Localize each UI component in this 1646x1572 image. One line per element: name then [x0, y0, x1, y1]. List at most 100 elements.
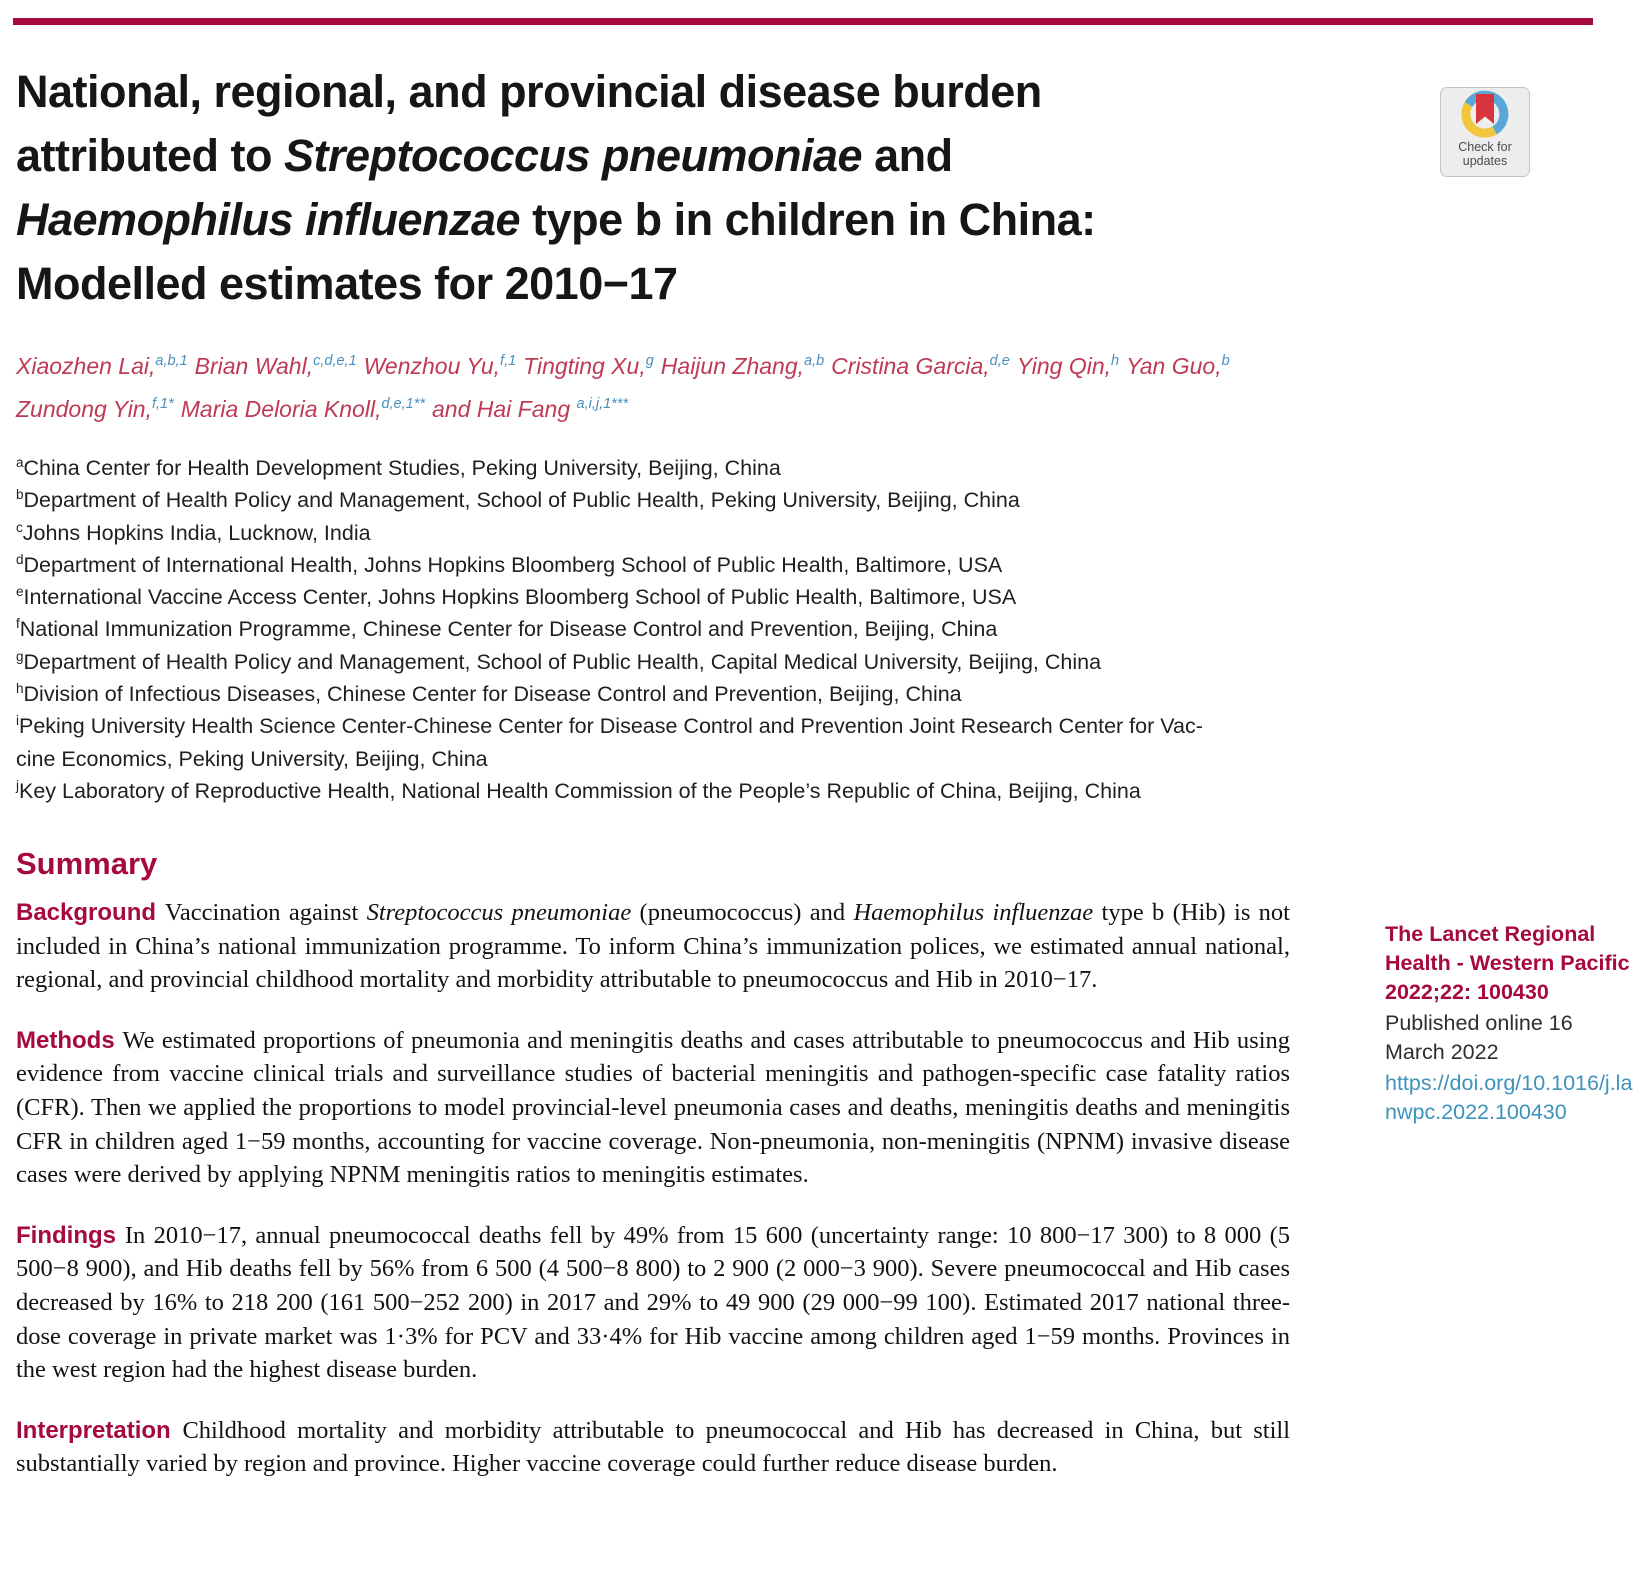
- affiliation-line: aChina Center for Health Development Stu…: [16, 452, 1326, 484]
- text: National, regional, and provincial disea…: [16, 66, 1042, 117]
- affiliation-marker: d: [16, 551, 24, 567]
- text: (pneumococcus) and: [631, 899, 854, 926]
- check-for-updates-icon: [1461, 90, 1509, 138]
- author-name: Xiaozhen Lai,: [16, 353, 156, 379]
- author-name: Yan Guo,: [1126, 353, 1222, 379]
- affiliation-list: aChina Center for Health Development Stu…: [16, 452, 1326, 807]
- text: type b (Hib) is not included in China’s …: [16, 899, 1290, 994]
- affiliation-text: Department of Health Policy and Manageme…: [23, 649, 1102, 674]
- italic-text: Haemophilus influenzae: [853, 899, 1094, 926]
- italic-text: Haemophilus influenzae: [16, 194, 521, 245]
- affiliation-line: dDepartment of International Health, Joh…: [16, 549, 1326, 581]
- paragraph-label: Findings: [16, 1221, 125, 1249]
- author-list: Xiaozhen Lai,a,b,1 Brian Wahl,c,d,e,1 Wenz…: [16, 345, 1316, 431]
- title-line: Haemophilus influenzae type b in childre…: [16, 188, 1226, 252]
- author-superscript: h: [1111, 353, 1120, 370]
- affiliation-line: gDepartment of Health Policy and Managem…: [16, 646, 1326, 678]
- text: type b in children in China:: [520, 194, 1096, 245]
- affiliation-marker: a: [16, 454, 24, 470]
- badge-label-line1: Check for: [1458, 140, 1512, 154]
- affiliation-line: eInternational Vaccine Access Center, Jo…: [16, 581, 1326, 613]
- paragraph-label: Background: [16, 899, 165, 926]
- author-superscript: g: [645, 353, 654, 370]
- author-superscript: a,b,1: [155, 353, 188, 370]
- affiliation-text: Department of Health Policy and Manageme…: [23, 488, 1020, 513]
- article-title: National, regional, and provincial disea…: [16, 60, 1226, 316]
- affiliation-line: fNational Immunization Programme, Chines…: [16, 613, 1326, 645]
- affiliation-line: iPeking University Health Science Center…: [16, 710, 1326, 742]
- italic-text: Streptococcus pneumoniae: [283, 130, 863, 181]
- text: Vaccination against: [164, 899, 367, 926]
- author-superscript: c,d,e,1: [313, 353, 357, 370]
- author-name: and Hai Fang: [432, 396, 577, 422]
- title-line: attributed to Streptococcus pneumoniae a…: [16, 124, 1226, 188]
- check-for-updates-label: Check for updates: [1441, 140, 1529, 168]
- author-superscript: f,1*: [152, 396, 174, 413]
- doi-link[interactable]: https://doi.org/10.1016/j.lanwpc.2022.10…: [1385, 1071, 1633, 1124]
- affiliation-marker: e: [16, 584, 24, 600]
- summary-column: Summary Background Vaccination against S…: [16, 838, 1290, 1508]
- text: We estimated proportions of pneumonia an…: [16, 1026, 1290, 1189]
- masthead-rule: [13, 18, 1593, 25]
- affiliation-marker: g: [16, 648, 24, 664]
- title-line: Modelled estimates for 2010−17: [16, 252, 1226, 316]
- author-line: Zundong Yin,f,1* Maria Deloria Knoll,d,e,…: [16, 388, 1316, 431]
- summary-paragraphs: Background Vaccination against Streptoco…: [16, 896, 1290, 1481]
- affiliation-marker: i: [16, 713, 19, 729]
- summary-paragraph-interpretation: Interpretation Childhood mortality and m…: [16, 1414, 1290, 1481]
- author-superscript: a,b: [804, 353, 825, 370]
- affiliation-text: Peking University Health Science Center-…: [19, 714, 1203, 739]
- text: Modelled estimates for 2010−17: [16, 258, 678, 309]
- summary-paragraph-background: Background Vaccination against Streptoco…: [16, 896, 1290, 997]
- author-name: Maria Deloria Knoll,: [180, 396, 382, 422]
- summary-paragraph-methods: Methods We estimated proportions of pneu…: [16, 1024, 1290, 1192]
- italic-text: Streptococcus pneumoniae: [366, 899, 632, 926]
- author-name: Zundong Yin,: [16, 396, 152, 422]
- affiliation-marker: b: [16, 487, 24, 503]
- affiliation-text: Johns Hopkins India, Lucknow, India: [22, 520, 371, 545]
- journal-info-sidebar: The Lancet Regional Health - Western Pac…: [1385, 920, 1635, 1127]
- affiliation-line: jKey Laboratory of Reproductive Health, …: [16, 775, 1326, 807]
- affiliation-marker: c: [16, 519, 23, 535]
- author-name: Haijun Zhang,: [660, 353, 804, 379]
- author-line: Xiaozhen Lai,a,b,1 Brian Wahl,c,d,e,1 Wenz…: [16, 345, 1316, 388]
- affiliation-text: International Vaccine Access Center, Joh…: [23, 585, 1017, 610]
- affiliation-marker: h: [16, 680, 24, 696]
- summary-paragraph-findings: Findings In 2010−17, annual pneumococcal…: [16, 1219, 1290, 1387]
- summary-heading: Summary: [16, 846, 158, 881]
- author-name: Cristina Garcia,: [831, 353, 990, 379]
- affiliation-line: cJohns Hopkins India, Lucknow, India: [16, 517, 1326, 549]
- author-name: Brian Wahl,: [194, 353, 314, 379]
- badge-label-line2: updates: [1462, 154, 1508, 168]
- paragraph-label: Methods: [16, 1026, 123, 1054]
- affiliation-line: cine Economics, Peking University, Beiji…: [16, 743, 1326, 775]
- journal-citation: The Lancet Regional Health - Western Pac…: [1385, 922, 1630, 1004]
- affiliation-text: Key Laboratory of Reproductive Health, N…: [19, 778, 1141, 803]
- affiliation-line: hDivision of Infectious Diseases, Chines…: [16, 678, 1326, 710]
- affiliation-text: Division of Infectious Diseases, Chinese…: [23, 682, 962, 707]
- text: and: [862, 130, 953, 181]
- author-superscript: b: [1221, 353, 1230, 370]
- affiliation-marker: j: [16, 777, 19, 793]
- paragraph-label: Interpretation: [16, 1416, 183, 1444]
- author-superscript: f,1: [500, 353, 517, 370]
- author-name: Ying Qin,: [1016, 353, 1112, 379]
- text: attributed to: [16, 130, 284, 181]
- published-date: Published online 16 March 2022: [1385, 1011, 1573, 1064]
- affiliation-line: bDepartment of Health Policy and Managem…: [16, 484, 1326, 516]
- author-name: Wenzhou Yu,: [363, 353, 501, 379]
- author-superscript: d,e,1**: [381, 396, 426, 413]
- affiliation-text: China Center for Health Development Stud…: [23, 456, 781, 480]
- check-for-updates-badge[interactable]: Check for updates: [1440, 87, 1530, 177]
- text: In 2010−17, annual pneumococcal deaths f…: [16, 1221, 1290, 1384]
- author-superscript: a,i,j,1***: [576, 396, 629, 413]
- title-line: National, regional, and provincial disea…: [16, 60, 1226, 124]
- author-superscript: d,e: [989, 353, 1010, 370]
- affiliation-text: National Immunization Programme, Chinese…: [19, 617, 998, 642]
- affiliation-marker: f: [16, 616, 20, 632]
- affiliation-text: Department of International Health, John…: [23, 552, 1003, 577]
- author-name: Tingting Xu,: [523, 353, 646, 379]
- text: Childhood mortality and morbidity attrib…: [16, 1416, 1290, 1478]
- affiliation-text: cine Economics, Peking University, Beiji…: [16, 746, 488, 771]
